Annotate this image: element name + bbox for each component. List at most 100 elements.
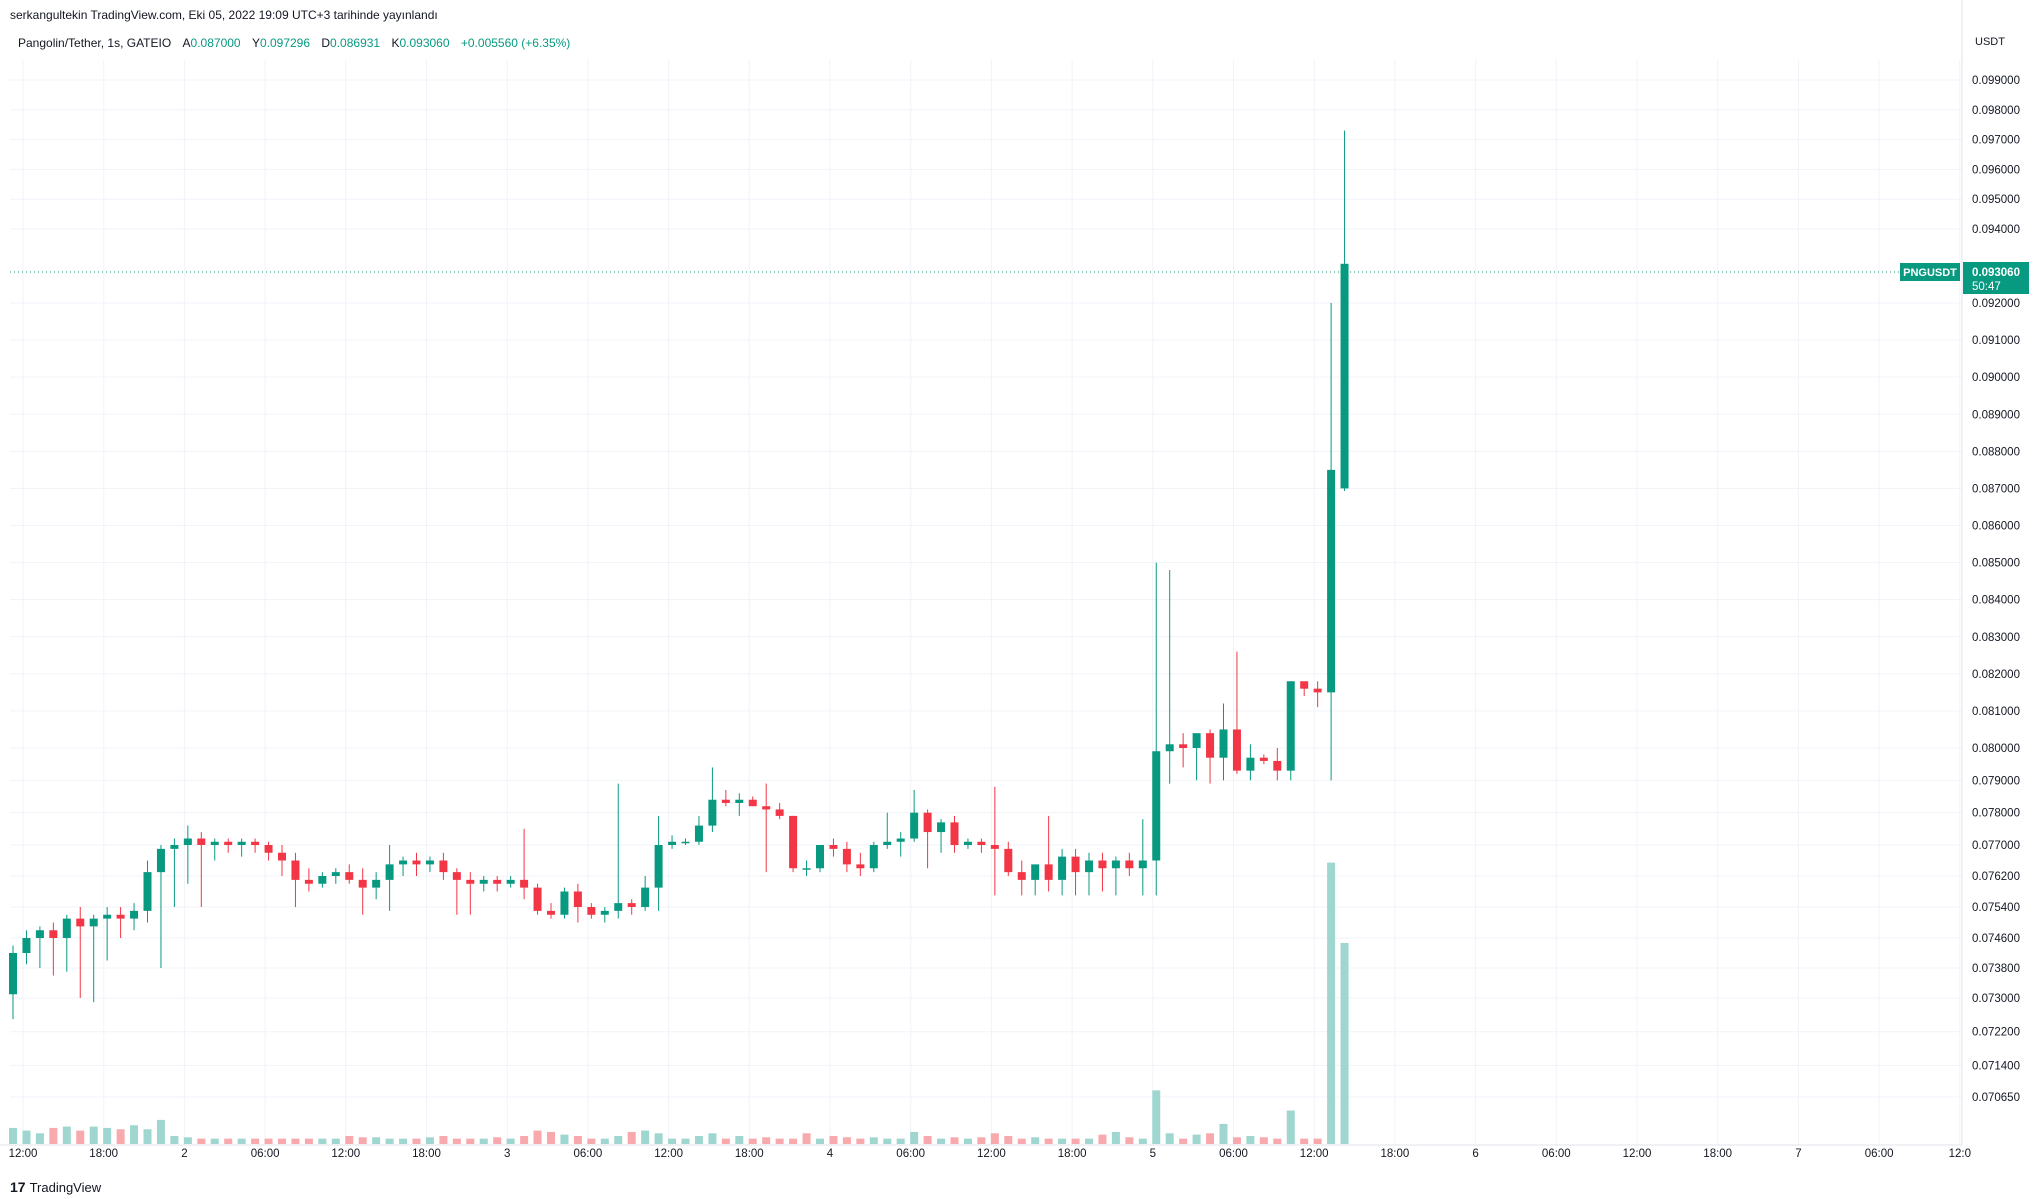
time-axis-label: 18:00 [412, 1148, 441, 1160]
candle-body [977, 841, 986, 845]
volume-bar [614, 1135, 623, 1144]
volume-bar [1259, 1137, 1268, 1144]
candle-body [694, 825, 703, 842]
high-value: 0.097296 [259, 36, 311, 50]
price-axis-label: 0.099000 [1972, 75, 2020, 87]
volume-bar [331, 1138, 340, 1144]
price-axis-label: 0.071400 [1972, 1060, 2020, 1072]
candle-body [547, 910, 555, 915]
candle-body [1286, 681, 1295, 771]
candle-body [479, 879, 488, 884]
candle-body [425, 860, 434, 865]
volume-bar [520, 1135, 529, 1144]
volume-bar [210, 1138, 219, 1144]
candle-body [614, 903, 623, 911]
price-axis-label: 0.089000 [1972, 409, 2020, 421]
candle-body [143, 872, 152, 911]
time-axis-label: 12:00 [654, 1148, 683, 1160]
candle-body [587, 907, 596, 915]
time-axis-label: 06:00 [1542, 1148, 1571, 1160]
candle-body [1058, 856, 1067, 880]
volume-bar [251, 1138, 260, 1144]
candle-body [668, 841, 677, 845]
change-value: +0.005560 (+6.35%) [460, 36, 571, 50]
volume-bar [1340, 943, 1349, 1144]
price-axis-label: 0.084000 [1972, 595, 2020, 607]
volume-bar [1085, 1138, 1093, 1144]
volume-bar [721, 1138, 730, 1144]
volume-bar [170, 1135, 179, 1144]
volume-bar [143, 1129, 152, 1144]
candle-body [560, 891, 569, 915]
candle-body [533, 887, 542, 911]
candle-body [1138, 860, 1147, 869]
candle-body [399, 860, 408, 865]
candle-body [963, 841, 972, 845]
volume-bar [1004, 1135, 1013, 1144]
time-axis-label: 6 [1472, 1148, 1478, 1160]
time-axis-label: 18:00 [735, 1148, 764, 1160]
candle-body [1313, 688, 1322, 693]
volume-bar [547, 1131, 555, 1144]
price-axis-label: 0.085000 [1972, 558, 2020, 570]
volume-bar [842, 1137, 851, 1144]
volume-bar [1273, 1138, 1282, 1144]
candle-body [345, 872, 354, 880]
volume-bar [560, 1134, 569, 1144]
time-axis-label: 06:00 [251, 1148, 280, 1160]
candle-body [923, 812, 932, 833]
volume-bar [708, 1133, 717, 1144]
price-axis-label: 0.075400 [1972, 902, 2020, 914]
candle-body [372, 879, 381, 888]
price-axis-label: 0.086000 [1972, 521, 2020, 533]
candle-body [1125, 860, 1134, 869]
volume-bar [977, 1137, 986, 1144]
candle-body [183, 838, 192, 845]
volume-bar [237, 1138, 246, 1144]
volume-bar [789, 1138, 798, 1144]
volume-bar [883, 1138, 892, 1144]
volume-bar [937, 1138, 946, 1144]
candle-body [278, 852, 286, 861]
candle-body [331, 872, 340, 876]
tradingview-brand[interactable]: 17 TradingView [10, 1179, 101, 1195]
volume-bar [573, 1135, 582, 1144]
volume-bar [264, 1138, 273, 1144]
price-axis-label: 0.095000 [1972, 194, 2020, 206]
symbol-name[interactable]: Pangolin/Tether, 1s, GATEIO [18, 36, 172, 50]
volume-bar [1313, 1138, 1322, 1144]
volume-bar [1165, 1133, 1174, 1144]
candle-body [627, 903, 636, 907]
time-axis-label: 12:0 [1949, 1148, 1971, 1160]
ticker-tag: PNGUSDT [1900, 263, 1960, 281]
volume-bar [1152, 1090, 1161, 1144]
volume-bar [130, 1125, 139, 1144]
symbol-legend: Pangolin/Tether, 1s, GATEIO A0.087000 Y0… [18, 36, 570, 50]
candle-body [156, 848, 165, 873]
price-axis-label: 0.097000 [1972, 135, 2020, 147]
volume-bar [600, 1138, 609, 1144]
volume-bar [829, 1135, 838, 1144]
open-label: A [182, 36, 191, 50]
time-axis: 12:00 18:00 2 06:00 12:00 18:00 3 06:00 12:00 18:… [9, 1148, 1971, 1160]
price-axis-label: 0.088000 [1972, 446, 2020, 458]
price-axis-label: 0.083000 [1972, 632, 2020, 644]
volume-bar [318, 1138, 327, 1144]
candle-body [1232, 729, 1241, 771]
price-axis-label: 0.074600 [1972, 933, 2020, 945]
candle-body [775, 809, 784, 816]
volume-bar [304, 1138, 313, 1144]
low-label: D [321, 36, 331, 50]
candle-body [385, 864, 394, 880]
volume-bar [990, 1133, 999, 1144]
volume-bar [1232, 1137, 1241, 1144]
candle-body [103, 914, 112, 919]
volume-bar [681, 1138, 690, 1144]
candle-body [681, 841, 690, 844]
volume-bar [1286, 1110, 1295, 1144]
volume-bar [89, 1126, 98, 1144]
volume-bar [1017, 1138, 1026, 1144]
volume-bar [1327, 862, 1336, 1144]
grid [10, 60, 1962, 1145]
